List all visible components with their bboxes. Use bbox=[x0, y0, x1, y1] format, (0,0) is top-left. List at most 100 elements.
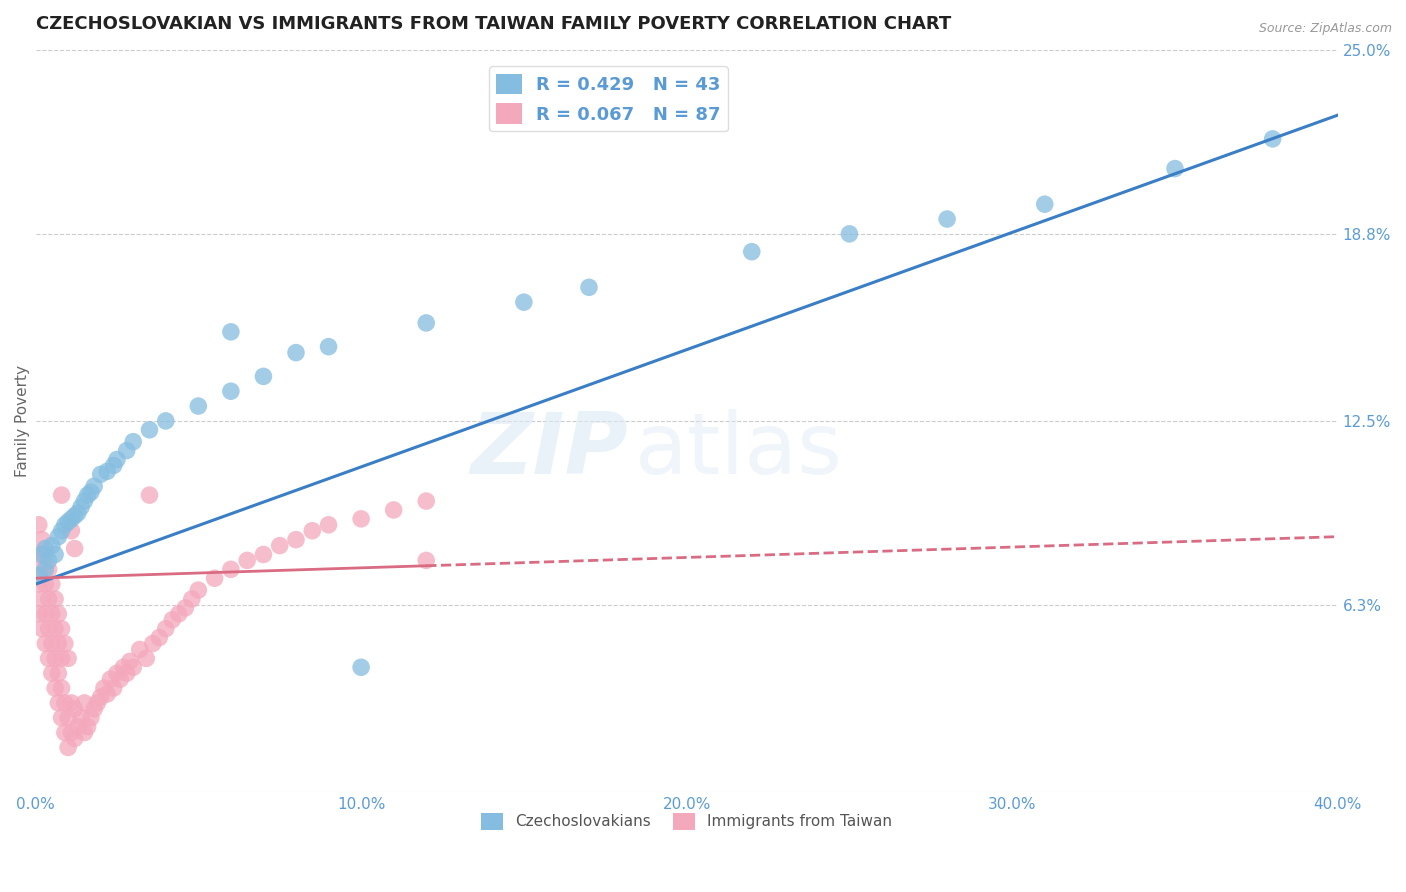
Point bbox=[44, 651, 66, 665]
Point bbox=[46, 666, 69, 681]
Point bbox=[103, 681, 125, 695]
Point bbox=[46, 607, 69, 621]
Point bbox=[38, 553, 60, 567]
Point bbox=[31, 548, 53, 562]
Point bbox=[28, 568, 51, 582]
Point bbox=[415, 553, 437, 567]
Point bbox=[44, 548, 66, 562]
Point bbox=[162, 613, 184, 627]
Point bbox=[63, 731, 86, 746]
Point bbox=[73, 696, 96, 710]
Point bbox=[60, 725, 83, 739]
Point bbox=[269, 539, 291, 553]
Point bbox=[105, 452, 128, 467]
Point bbox=[38, 622, 60, 636]
Point bbox=[66, 506, 89, 520]
Point bbox=[80, 711, 103, 725]
Point bbox=[252, 369, 274, 384]
Point bbox=[108, 672, 131, 686]
Point bbox=[34, 541, 56, 556]
Point bbox=[38, 651, 60, 665]
Point bbox=[115, 666, 138, 681]
Point bbox=[38, 592, 60, 607]
Point bbox=[350, 512, 373, 526]
Point bbox=[28, 577, 51, 591]
Point bbox=[76, 488, 98, 502]
Point bbox=[138, 423, 160, 437]
Point bbox=[1033, 197, 1056, 211]
Point bbox=[51, 681, 73, 695]
Text: Source: ZipAtlas.com: Source: ZipAtlas.com bbox=[1258, 22, 1392, 36]
Point bbox=[51, 622, 73, 636]
Point bbox=[252, 548, 274, 562]
Point bbox=[112, 660, 135, 674]
Point bbox=[1164, 161, 1187, 176]
Point bbox=[53, 517, 76, 532]
Point bbox=[138, 488, 160, 502]
Point bbox=[219, 325, 242, 339]
Point bbox=[122, 660, 145, 674]
Point bbox=[90, 467, 112, 482]
Point bbox=[93, 681, 115, 695]
Point bbox=[70, 711, 93, 725]
Point bbox=[285, 533, 308, 547]
Point bbox=[66, 720, 89, 734]
Point bbox=[318, 340, 340, 354]
Point bbox=[187, 399, 209, 413]
Point bbox=[204, 571, 226, 585]
Point bbox=[44, 592, 66, 607]
Point bbox=[70, 500, 93, 514]
Point bbox=[122, 434, 145, 449]
Point bbox=[382, 503, 405, 517]
Point bbox=[135, 651, 157, 665]
Point bbox=[31, 592, 53, 607]
Point bbox=[86, 696, 108, 710]
Point bbox=[105, 666, 128, 681]
Point bbox=[31, 562, 53, 576]
Point bbox=[63, 702, 86, 716]
Text: atlas: atlas bbox=[634, 409, 842, 492]
Point bbox=[148, 631, 170, 645]
Point bbox=[100, 672, 122, 686]
Point bbox=[741, 244, 763, 259]
Point bbox=[56, 711, 79, 725]
Point bbox=[936, 212, 959, 227]
Point bbox=[53, 636, 76, 650]
Y-axis label: Family Poverty: Family Poverty bbox=[15, 365, 30, 477]
Point bbox=[578, 280, 600, 294]
Point bbox=[1261, 132, 1284, 146]
Point bbox=[73, 725, 96, 739]
Point bbox=[167, 607, 190, 621]
Point bbox=[187, 583, 209, 598]
Point bbox=[219, 384, 242, 399]
Point bbox=[174, 601, 197, 615]
Point bbox=[63, 541, 86, 556]
Point bbox=[51, 711, 73, 725]
Point bbox=[51, 651, 73, 665]
Point bbox=[28, 548, 51, 562]
Point bbox=[76, 720, 98, 734]
Point bbox=[142, 636, 165, 650]
Point bbox=[219, 562, 242, 576]
Point bbox=[41, 636, 63, 650]
Point bbox=[46, 530, 69, 544]
Point bbox=[28, 517, 51, 532]
Point bbox=[60, 696, 83, 710]
Point bbox=[46, 636, 69, 650]
Point bbox=[350, 660, 373, 674]
Point bbox=[838, 227, 860, 241]
Point bbox=[41, 666, 63, 681]
Point bbox=[46, 696, 69, 710]
Point bbox=[38, 562, 60, 576]
Point bbox=[31, 533, 53, 547]
Point bbox=[513, 295, 536, 310]
Point bbox=[285, 345, 308, 359]
Point bbox=[128, 642, 150, 657]
Point bbox=[53, 696, 76, 710]
Point bbox=[56, 740, 79, 755]
Point bbox=[155, 414, 177, 428]
Point bbox=[34, 577, 56, 591]
Point bbox=[34, 548, 56, 562]
Point bbox=[44, 681, 66, 695]
Point bbox=[60, 524, 83, 538]
